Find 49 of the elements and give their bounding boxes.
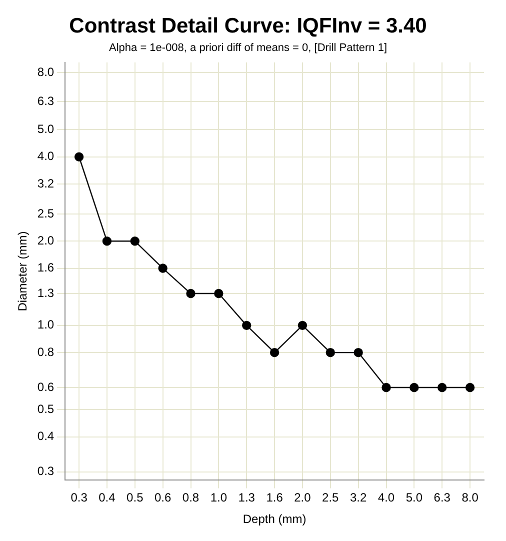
x-tick-label: 6.3 xyxy=(434,490,451,505)
point xyxy=(326,348,335,358)
point xyxy=(242,320,252,330)
x-tick-label: 4.0 xyxy=(378,490,395,505)
y-tick-label: 0.6 xyxy=(37,380,54,394)
point xyxy=(214,288,224,298)
point xyxy=(270,348,280,358)
x-tick-label: 1.3 xyxy=(238,490,256,505)
y-tick-label: 1.0 xyxy=(37,318,54,332)
point xyxy=(354,348,363,358)
y-tick-label: 1.6 xyxy=(37,260,54,275)
x-tick-label: 8.0 xyxy=(462,490,479,505)
x-tick-label: 5.0 xyxy=(406,490,423,505)
y-tick-label: 3.2 xyxy=(37,176,54,190)
chart-subtitle: Alpha = 1e-008, a priori diff of means = 0, [Drill Pattern 1] xyxy=(108,42,388,54)
point xyxy=(410,382,419,392)
x-tick-label: 0.3 xyxy=(70,490,88,505)
y-tick-label: 0.4 xyxy=(37,429,54,444)
y-tick-label: 0.5 xyxy=(37,402,54,416)
x-tick-label: 3.2 xyxy=(350,490,367,505)
y-tick-label: 5.0 xyxy=(37,122,54,136)
y-axis-title: Diameter (mm) xyxy=(16,231,30,312)
x-axis-title: Depth (mm) xyxy=(242,512,306,526)
point xyxy=(102,236,112,246)
point xyxy=(186,288,196,298)
point xyxy=(74,152,84,162)
y-tick-label: 2.5 xyxy=(37,206,54,220)
y-tick-label: 4.0 xyxy=(37,149,54,164)
x-tick-label: 1.0 xyxy=(210,490,228,505)
y-tick-label: 0.8 xyxy=(37,344,54,359)
y-tick-label: 8.0 xyxy=(37,64,54,79)
chart-title: Contrast Detail Curve: IQFInv = 3.40 xyxy=(69,14,427,38)
x-tick-label: 0.4 xyxy=(98,490,116,505)
y-tick-label: 2.0 xyxy=(37,233,54,248)
point xyxy=(298,320,308,330)
point xyxy=(158,264,168,273)
x-tick-label: 2.0 xyxy=(294,490,312,505)
point xyxy=(382,382,391,392)
x-tick-label: 0.6 xyxy=(154,490,172,505)
point xyxy=(130,236,140,246)
y-tick-label: 6.3 xyxy=(37,94,54,108)
x-tick-label: 0.5 xyxy=(126,490,144,505)
point xyxy=(438,382,447,392)
x-tick-label: 2.5 xyxy=(322,490,340,505)
point xyxy=(465,382,475,392)
x-tick-label: 1.6 xyxy=(266,490,284,505)
y-tick-label: 1.3 xyxy=(37,286,54,300)
y-tick-label: 0.3 xyxy=(37,464,54,478)
x-tick-label: 0.8 xyxy=(182,490,200,505)
